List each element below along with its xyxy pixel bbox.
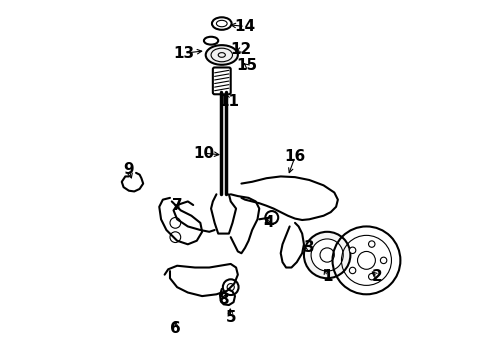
Text: 7: 7 [172, 198, 182, 212]
Circle shape [368, 241, 375, 247]
Text: 13: 13 [174, 46, 195, 61]
Text: 10: 10 [194, 146, 215, 161]
Text: 8: 8 [218, 292, 229, 307]
Text: 6: 6 [170, 321, 181, 336]
Circle shape [170, 217, 181, 228]
Text: 14: 14 [234, 19, 256, 34]
Circle shape [349, 247, 356, 253]
Circle shape [380, 257, 387, 264]
Circle shape [368, 274, 375, 280]
Circle shape [170, 232, 181, 243]
Text: 12: 12 [231, 42, 252, 57]
Text: 9: 9 [123, 162, 134, 177]
Circle shape [349, 267, 356, 274]
Text: 5: 5 [225, 310, 236, 325]
Text: 15: 15 [236, 58, 257, 73]
Text: 1: 1 [322, 269, 332, 284]
Text: 4: 4 [263, 215, 273, 230]
Text: 11: 11 [219, 94, 240, 109]
Circle shape [311, 239, 343, 271]
Circle shape [266, 211, 278, 224]
Text: 3: 3 [304, 240, 315, 255]
Circle shape [304, 232, 350, 278]
Circle shape [223, 279, 239, 295]
Circle shape [320, 248, 334, 262]
Text: 16: 16 [284, 149, 306, 164]
Ellipse shape [206, 45, 238, 65]
Circle shape [227, 284, 234, 291]
Text: 2: 2 [372, 269, 383, 284]
